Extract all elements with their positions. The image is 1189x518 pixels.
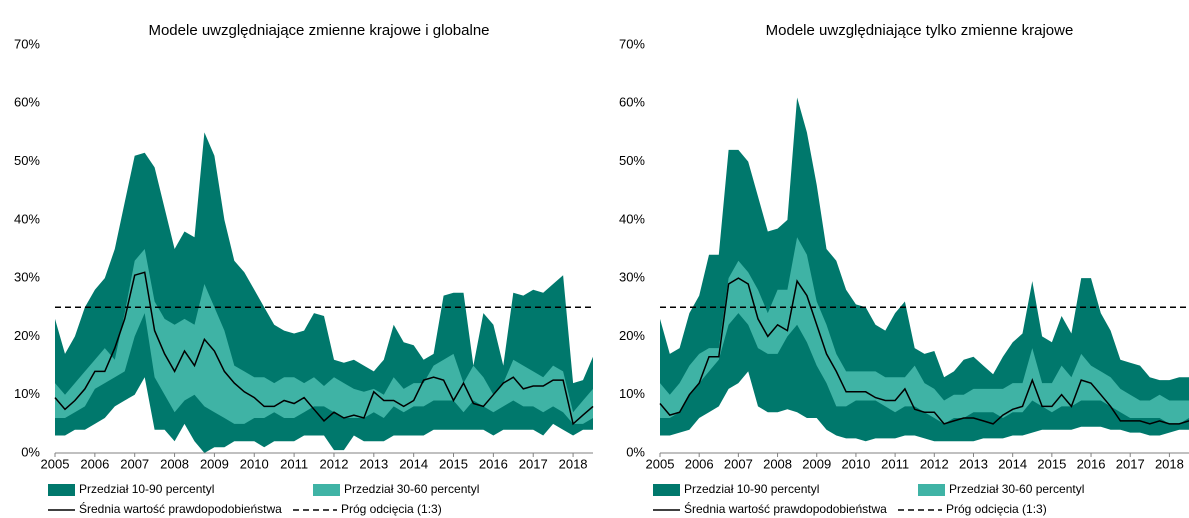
y-tick-label: 30% — [619, 270, 645, 285]
x-tick-label: 2012 — [920, 456, 949, 471]
legend-label: Próg odcięcia (1:3) — [341, 502, 442, 516]
y-tick-label: 60% — [619, 95, 645, 110]
legend-swatch — [48, 484, 75, 496]
x-tick-label: 2016 — [479, 456, 508, 471]
y-tick-label: 50% — [619, 153, 645, 168]
x-tick-label: 2014 — [399, 456, 428, 471]
x-tick-label: 2011 — [280, 456, 308, 471]
y-tick-label: 70% — [14, 36, 40, 51]
x-tick-label: 2009 — [802, 456, 831, 471]
y-tick-label: 40% — [619, 211, 645, 226]
x-tick-label: 2011 — [881, 456, 909, 471]
legend-label: Przedział 10-90 percentyl — [79, 482, 214, 496]
mean-line — [659, 277, 1189, 425]
x-tick-label: 2012 — [320, 456, 349, 471]
x-tick-label: 2013 — [359, 456, 388, 471]
y-tick-label: 30% — [14, 270, 40, 285]
x-tick-label: 2006 — [685, 456, 714, 471]
x-tick-label: 2018 — [559, 456, 588, 471]
legend-label: Przedział 30-60 percentyl — [949, 482, 1084, 496]
x-tick-label: 2007 — [120, 456, 149, 471]
band-area — [660, 237, 1189, 424]
legend-swatch — [313, 484, 340, 496]
y-tick-label: 60% — [14, 95, 40, 110]
chart-title: Modele uwzględniające zmienne krajowe i … — [148, 22, 489, 39]
legend-label: Średnia wartość prawdopodobieństwa — [79, 501, 282, 516]
x-tick-label: 2017 — [519, 456, 548, 471]
x-tick-label: 2005 — [646, 456, 675, 471]
legend-label: Przedział 30-60 percentyl — [344, 482, 479, 496]
mean-line — [54, 271, 594, 426]
legend-swatch — [653, 484, 680, 496]
x-tick-label: 2007 — [724, 456, 753, 471]
y-tick-label: 40% — [14, 211, 40, 226]
y-tick-label: 0% — [21, 444, 40, 459]
x-tick-label: 2016 — [1077, 456, 1106, 471]
x-tick-label: 2015 — [1037, 456, 1066, 471]
y-tick-label: 50% — [14, 153, 40, 168]
band-area — [660, 97, 1189, 442]
x-tick-label: 2013 — [959, 456, 988, 471]
y-tick-label: 0% — [626, 444, 645, 459]
legend-swatch — [918, 484, 945, 496]
x-tick-label: 2009 — [200, 456, 229, 471]
chart-title: Modele uwzględniające tylko zmienne kraj… — [766, 22, 1074, 39]
y-tick-label: 20% — [14, 328, 40, 343]
x-tick-label: 2008 — [160, 456, 189, 471]
x-tick-label: 2010 — [841, 456, 870, 471]
x-tick-label: 2014 — [998, 456, 1027, 471]
x-tick-label: 2017 — [1116, 456, 1145, 471]
x-tick-label: 2015 — [439, 456, 468, 471]
x-tick-label: 2008 — [763, 456, 792, 471]
x-tick-label: 2006 — [80, 456, 109, 471]
band-area — [55, 249, 593, 424]
legend-label: Średnia wartość prawdopodobieństwa — [684, 501, 887, 516]
y-tick-label: 20% — [619, 328, 645, 343]
y-tick-label: 70% — [619, 36, 645, 51]
legend-label: Próg odcięcia (1:3) — [946, 502, 1047, 516]
x-tick-label: 2005 — [41, 456, 70, 471]
x-tick-label: 2018 — [1155, 456, 1184, 471]
y-tick-label: 10% — [619, 386, 645, 401]
x-tick-label: 2010 — [240, 456, 269, 471]
y-tick-label: 10% — [14, 386, 40, 401]
legend-label: Przedział 10-90 percentyl — [684, 482, 819, 496]
